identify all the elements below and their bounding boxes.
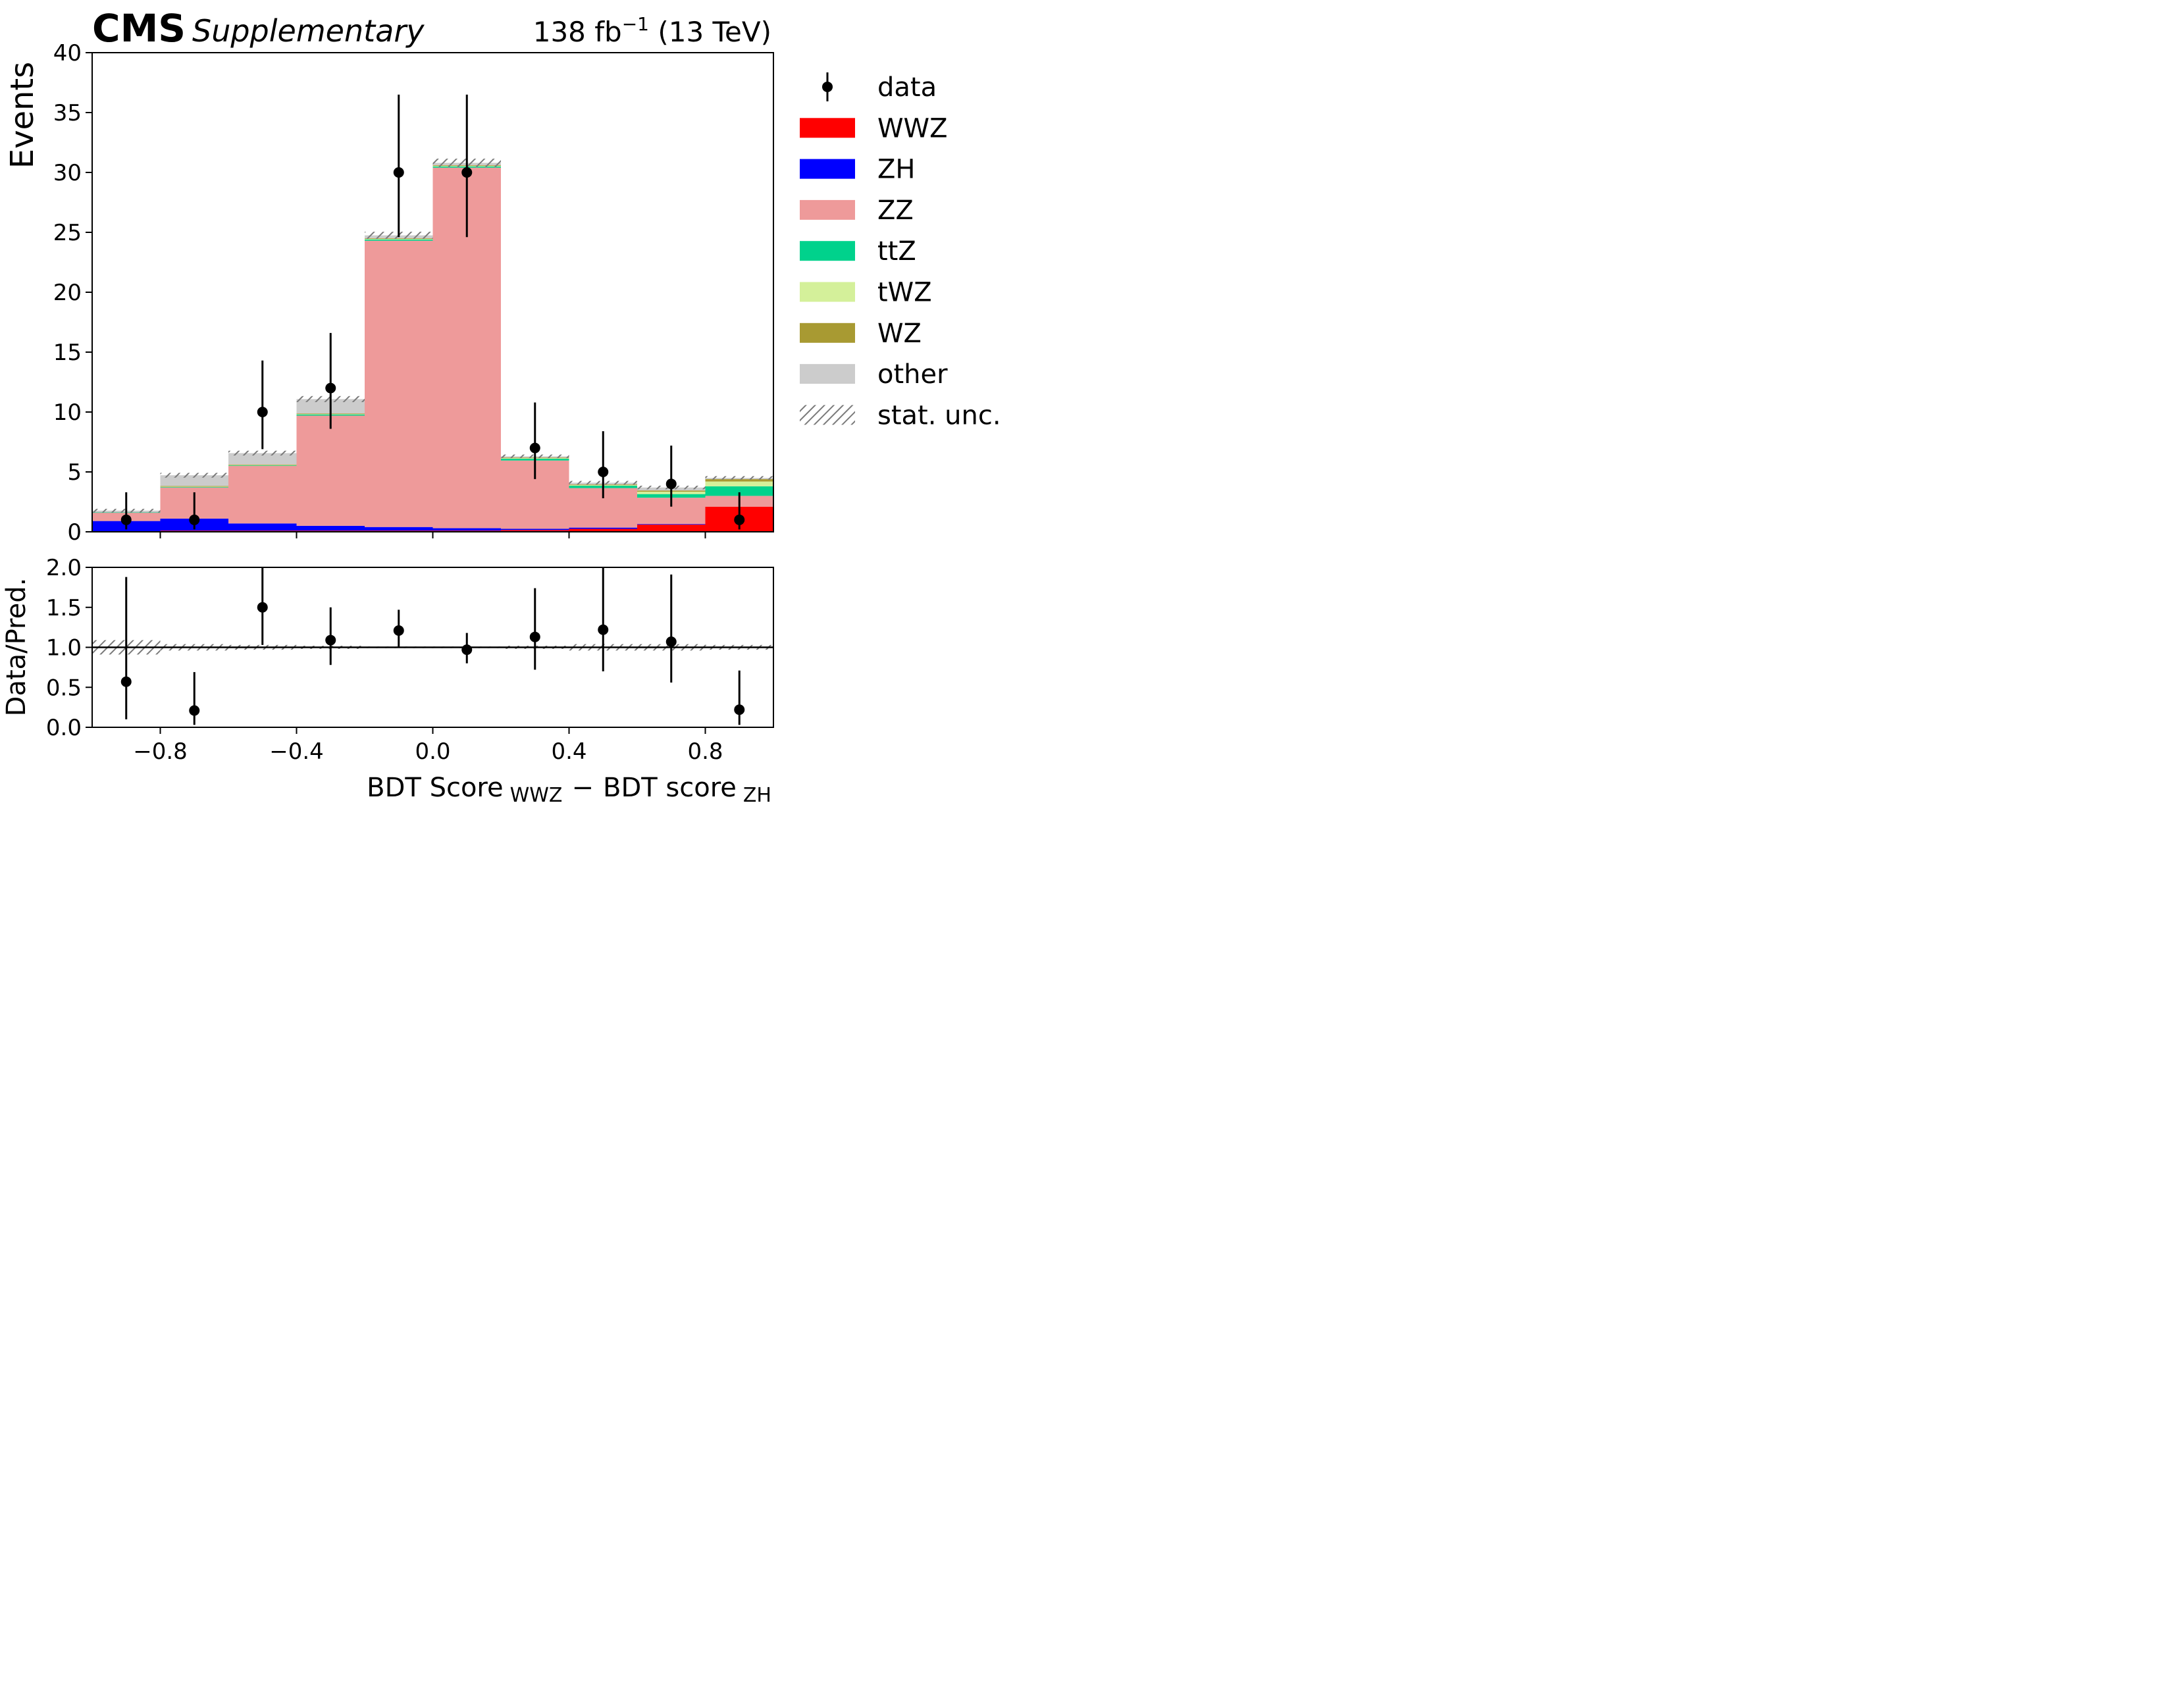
bar-zh-bin-2 — [228, 523, 297, 531]
ratio-ylabel: Data/Pred. — [1, 578, 32, 717]
bar-zh-bin-8 — [637, 524, 706, 525]
ratio-xtick-label-1: −0.4 — [269, 738, 324, 765]
ratio-point-5 — [461, 644, 473, 656]
main-ytick-label-8: 40 — [53, 40, 82, 66]
ratio-point-8 — [665, 636, 677, 647]
legend-swatch-zz — [800, 199, 855, 220]
legend-label-twz: tWZ — [877, 278, 932, 308]
legend: data WWZ ZH ZZ ttZ tWZ WZ other stat. unc. — [800, 72, 1001, 430]
bar-zh-bin-4 — [365, 527, 433, 531]
bar-ttz-bin-2 — [228, 465, 297, 466]
chart: CMS Supplementary 138 fb−1 (13 TeV) 0 5 10… — [1, 6, 1001, 807]
bar-ttz-bin-9 — [705, 486, 773, 496]
legend-label-data: data — [877, 72, 937, 103]
legend-swatch-wz — [800, 323, 855, 343]
ratio-frame — [91, 567, 774, 728]
data-point-8 — [665, 479, 677, 490]
bar-wwz-bin-7 — [569, 529, 637, 532]
ratio-ytick-label-2: 1.0 — [46, 635, 82, 661]
bar-zh-bin-6 — [501, 529, 569, 531]
ratio-point-1 — [189, 705, 200, 716]
bar-twz-bin-9 — [705, 481, 773, 486]
data-point-1 — [189, 514, 200, 525]
main-ytick-label-2: 10 — [53, 400, 82, 426]
data-point-6 — [529, 442, 540, 453]
bar-twz-bin-1 — [160, 486, 228, 487]
bar-zz-bin-2 — [228, 465, 297, 524]
main-frame — [91, 52, 774, 532]
legend-label-zh: ZH — [877, 155, 915, 185]
legend-label-stat-unc: stat. unc. — [877, 400, 1001, 430]
legend-label-wz: WZ — [877, 319, 922, 349]
ratio-xtick-label-0: −0.8 — [133, 738, 188, 765]
ratio-xtick-label-3: 0.4 — [551, 738, 586, 765]
data-point-4 — [393, 167, 404, 178]
bar-other-bin-2 — [228, 453, 297, 465]
ratio-xtick-label-2: 0.0 — [415, 738, 450, 765]
bar-zh-bin-5 — [432, 528, 501, 531]
stat-unc-band-bin-9 — [705, 476, 773, 480]
legend-swatch-zh — [800, 159, 855, 179]
legend-label-wwz: WWZ — [877, 113, 948, 143]
main-ytick-label-3: 15 — [53, 340, 82, 366]
legend-swatch-wwz — [800, 118, 855, 138]
bar-zh-bin-7 — [569, 527, 637, 529]
ratio-ytick-label-3: 1.5 — [46, 595, 82, 621]
status-label: Supplementary — [192, 13, 425, 49]
ratio-xtick-label-4: 0.8 — [687, 738, 723, 765]
legend-swatch-ttz — [800, 241, 855, 261]
bar-zz-bin-4 — [365, 240, 433, 527]
ratio-point-4 — [393, 625, 404, 636]
legend-label-other: other — [877, 359, 948, 390]
ratio-point-2 — [257, 602, 268, 613]
bar-zh-bin-3 — [296, 525, 365, 531]
stat-unc-band-bin-1 — [160, 473, 228, 478]
bar-other-bin-1 — [160, 475, 228, 486]
lumi-label: 138 fb−1 (13 TeV) — [533, 13, 771, 48]
ratio-point-0 — [120, 676, 132, 687]
ratio-point-7 — [598, 624, 609, 635]
legend-marker-data-point — [822, 82, 833, 92]
ratio-ytick-label-4: 2.0 — [46, 555, 82, 581]
data-point-3 — [325, 382, 336, 394]
legend-swatch-stat-unc — [800, 405, 855, 425]
data-point-5 — [461, 167, 473, 178]
ratio-point-6 — [529, 631, 540, 642]
main-ytick-label-7: 35 — [53, 100, 82, 126]
ratio-panel: 0.0 0.5 1.0 1.5 2.0 −0.8 −0.4 0.0 0.4 0.8 — [46, 555, 773, 765]
bar-wz-bin-9 — [705, 479, 773, 482]
main-ylabel: Events — [4, 62, 41, 169]
data-point-0 — [120, 514, 132, 525]
xlabel: BDT Score WWZ − BDT score ZH — [367, 773, 771, 807]
bar-wwz-bin-6 — [501, 530, 569, 532]
bar-twz-bin-2 — [228, 465, 297, 466]
main-ytick-label-0: 0 — [67, 519, 82, 546]
ratio-point-3 — [325, 634, 336, 646]
main-ytick-label-4: 20 — [53, 280, 82, 306]
main-ytick-label-6: 30 — [53, 160, 82, 186]
bar-ttz-bin-4 — [365, 239, 433, 241]
legend-label-zz: ZZ — [877, 195, 914, 226]
main-panel: 0 5 10 15 20 25 30 35 40 — [53, 40, 773, 546]
experiment-label: CMS — [92, 6, 186, 51]
ratio-ytick-label-1: 0.5 — [46, 675, 82, 701]
legend-swatch-other — [800, 364, 855, 384]
data-point-7 — [598, 467, 609, 477]
main-ytick-label-1: 5 — [67, 459, 82, 486]
bar-wwz-bin-8 — [637, 525, 706, 532]
stat-unc-band-bin-2 — [228, 450, 297, 456]
legend-swatch-twz — [800, 282, 855, 302]
ratio-ytick-label-0: 0.0 — [46, 715, 82, 741]
data-point-9 — [734, 514, 745, 525]
bar-zz-bin-3 — [296, 415, 365, 526]
data-point-2 — [257, 407, 268, 417]
main-ytick-label-5: 25 — [53, 220, 82, 246]
legend-label-ttz: ttZ — [877, 236, 916, 267]
ratio-point-9 — [734, 704, 745, 715]
bar-ttz-bin-1 — [160, 486, 228, 488]
bar-twz-bin-4 — [365, 239, 433, 240]
